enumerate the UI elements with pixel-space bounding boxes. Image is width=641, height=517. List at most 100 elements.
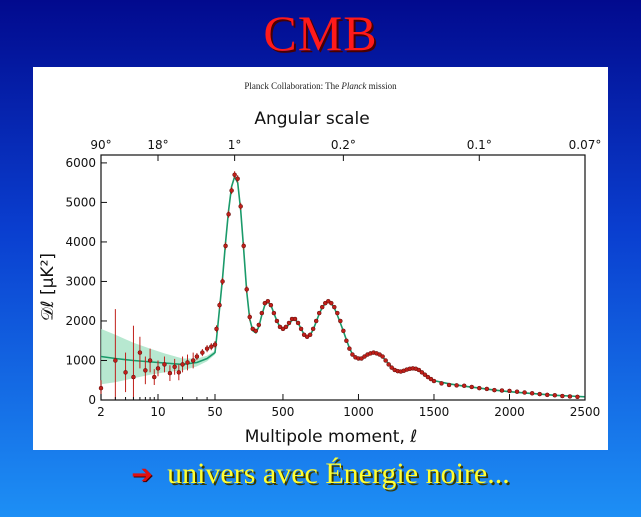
top-tick-label: 90°: [90, 138, 111, 152]
data-point: [229, 188, 234, 193]
data-point: [212, 342, 218, 347]
data-point: [226, 212, 231, 217]
power-spectrum-chart: Angular scale Multipole moment, ℓ 𝒟ℓ [μK…: [38, 109, 601, 447]
data-point: [162, 362, 167, 367]
data-point: [544, 392, 550, 398]
data-point: [295, 320, 301, 326]
data-point: [256, 322, 262, 328]
data-point: [167, 370, 173, 376]
plot-layer: 0 1000 2000 3000 4000 5000 6000 2 10 50 500 1000 150…: [65, 138, 601, 419]
data-point: [319, 304, 325, 310]
data-point: [422, 372, 428, 377]
y-tick-label: 6000: [65, 156, 96, 170]
top-tick-label: 18°: [147, 138, 168, 152]
top-tick-label: 0.2°: [331, 138, 356, 152]
data-point: [310, 326, 316, 332]
data-point: [514, 389, 520, 394]
data-point: [172, 364, 177, 370]
data-point: [268, 302, 274, 308]
data-point: [217, 302, 222, 308]
y-tick-label: 5000: [65, 195, 96, 209]
data-point: [335, 310, 340, 316]
data-point: [223, 243, 228, 249]
y-tick-label: 3000: [65, 274, 96, 288]
x-tick-label: 2500: [570, 405, 601, 419]
data-point: [241, 243, 246, 249]
data-point: [244, 287, 249, 292]
x-tick-label: 50: [207, 405, 222, 419]
bottom-caption-text: univers avec Énergie noire...: [167, 457, 510, 490]
data-point: [469, 384, 474, 390]
figure-panel: Planck Collaboration: The Planck mission…: [33, 67, 608, 450]
data-point: [98, 385, 104, 391]
data-point: [274, 318, 280, 324]
x-tick-label: 2: [97, 405, 105, 419]
data-point: [567, 394, 573, 399]
data-point: [560, 393, 565, 399]
data-point: [286, 320, 292, 326]
data-point: [529, 391, 535, 396]
data-point: [180, 362, 185, 367]
data-point: [419, 370, 425, 375]
data-point: [552, 393, 558, 398]
bottom-caption: ➔ univers avec Énergie noire...: [0, 457, 641, 491]
data-point: [499, 388, 505, 393]
data-point: [350, 352, 355, 357]
data-point: [313, 318, 319, 324]
x-tick-label: 10: [150, 405, 165, 419]
data-point: [190, 358, 196, 363]
top-axis-title: Angular scale: [254, 109, 369, 129]
data-point: [389, 365, 394, 370]
data-point: [416, 367, 422, 373]
data-point: [123, 370, 128, 375]
caption-suffix: mission: [366, 81, 397, 91]
data-point: [147, 358, 153, 363]
data-point: [259, 310, 265, 316]
data-point: [492, 387, 497, 393]
data-point: [209, 344, 214, 349]
data-point: [522, 390, 527, 395]
x-tick-label: 2000: [494, 405, 525, 419]
data-point: [347, 346, 352, 351]
data-point: [232, 172, 237, 178]
data-point: [332, 304, 337, 310]
data-point: [292, 316, 298, 322]
data-point: [380, 354, 385, 359]
data-point: [316, 310, 322, 316]
data-point: [131, 374, 136, 380]
caption-italic: Planck: [341, 81, 367, 91]
data-point: [176, 370, 182, 375]
x-tick-label: 1500: [419, 405, 450, 419]
data-point: [575, 394, 580, 400]
data-point: [307, 332, 313, 338]
data-point: [113, 358, 118, 363]
data-point: [238, 204, 243, 209]
right-arrow-icon: ➔: [131, 460, 154, 490]
data-point: [214, 326, 219, 332]
data-point: [431, 378, 437, 384]
data-point: [143, 368, 148, 373]
top-tick-label: 0.1°: [467, 138, 492, 152]
data-point: [194, 354, 200, 359]
y-tick-label: 4000: [65, 235, 96, 249]
data-point: [253, 328, 259, 334]
data-point: [247, 314, 252, 320]
data-point: [338, 318, 343, 324]
y-tick-label: 2000: [65, 314, 96, 328]
top-tick-label: 0.07°: [569, 138, 602, 152]
data-point: [235, 176, 240, 181]
data-point: [439, 381, 444, 386]
data-point: [446, 382, 452, 388]
top-tick-label: 1°: [228, 138, 242, 152]
caption-prefix: Planck Collaboration: The: [244, 81, 342, 91]
cosmic-variance-band: [101, 328, 215, 385]
data-point: [454, 383, 459, 388]
figure-caption: Planck Collaboration: The Planck mission: [33, 81, 608, 91]
data-point: [537, 391, 542, 397]
slide-title: CMB: [263, 5, 378, 61]
data-point: [298, 326, 304, 332]
data-point: [265, 298, 271, 304]
data-point: [344, 338, 349, 343]
data-point: [477, 385, 482, 391]
model-curve: [100, 174, 586, 398]
